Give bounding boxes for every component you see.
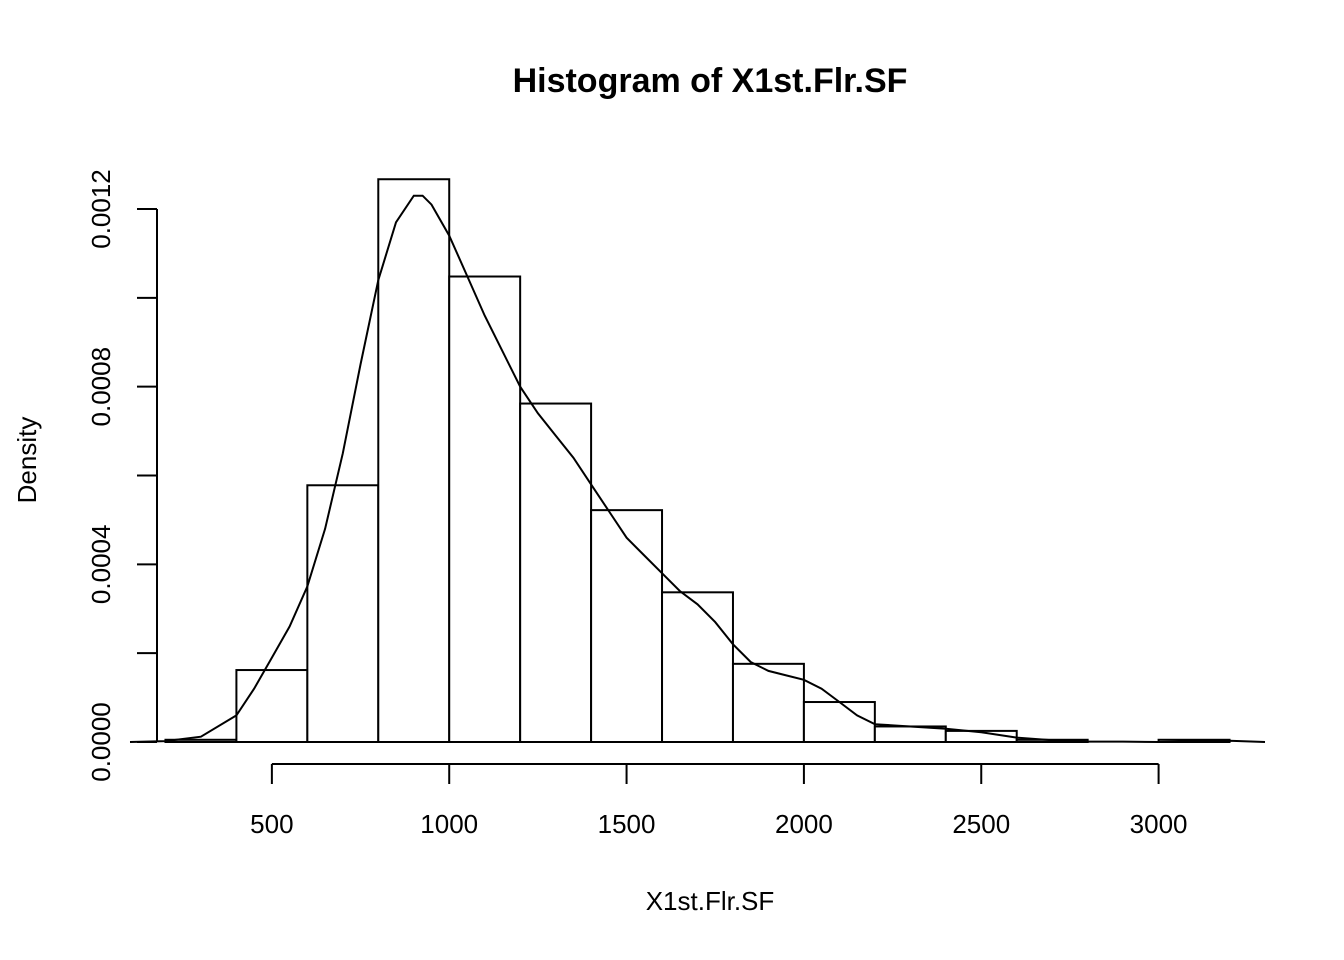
- y-axis: 0.0000 0.0004 0.0008 0.0012: [86, 169, 158, 782]
- histogram-bar-11: [944, 729, 1018, 743]
- x-tick-label-4: 2500: [952, 809, 1010, 839]
- x-tick-label-0: 500: [250, 809, 293, 839]
- y-tick-label-0: 0.0000: [86, 702, 116, 782]
- histogram-bar-5: [519, 402, 593, 743]
- x-tick-label-2: 1500: [598, 809, 656, 839]
- histogram-bars: [164, 178, 1231, 744]
- x-tick-label-5: 3000: [1130, 809, 1188, 839]
- y-axis-label: Density: [12, 417, 42, 504]
- density-curve: [129, 194, 1266, 744]
- density-curve-group: [129, 194, 1266, 744]
- x-tick-label-3: 2000: [775, 809, 833, 839]
- x-axis: 500 1000 1500 2000 2500 3000: [250, 763, 1188, 839]
- y-tick-label-6: 0.0012: [86, 169, 116, 249]
- histogram-bar-9: [802, 701, 876, 744]
- histogram-bar-7: [661, 591, 734, 744]
- histogram-bar-2: [306, 484, 380, 743]
- histogram-bar-3: [377, 178, 451, 743]
- histogram-bar-6: [590, 509, 664, 743]
- x-tick-label-1: 1000: [420, 809, 478, 839]
- y-tick-label-4: 0.0008: [86, 347, 116, 427]
- x-axis-label: X1st.Flr.SF: [646, 886, 775, 916]
- chart-title: Histogram of X1st.Flr.SF: [513, 62, 908, 100]
- histogram-bar-8: [731, 662, 805, 743]
- y-tick-label-2: 0.0004: [86, 525, 116, 605]
- histogram-bar-4: [448, 275, 522, 743]
- histogram-bar-1: [235, 669, 309, 743]
